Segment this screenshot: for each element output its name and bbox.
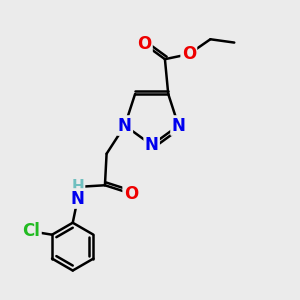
Text: O: O <box>137 35 152 53</box>
Text: N: N <box>118 116 132 134</box>
Text: Cl: Cl <box>22 222 40 240</box>
Text: O: O <box>124 184 138 202</box>
Text: N: N <box>172 116 185 134</box>
Text: N: N <box>71 190 85 208</box>
Text: N: N <box>145 136 159 154</box>
Text: O: O <box>182 45 196 63</box>
Text: H: H <box>71 179 84 194</box>
